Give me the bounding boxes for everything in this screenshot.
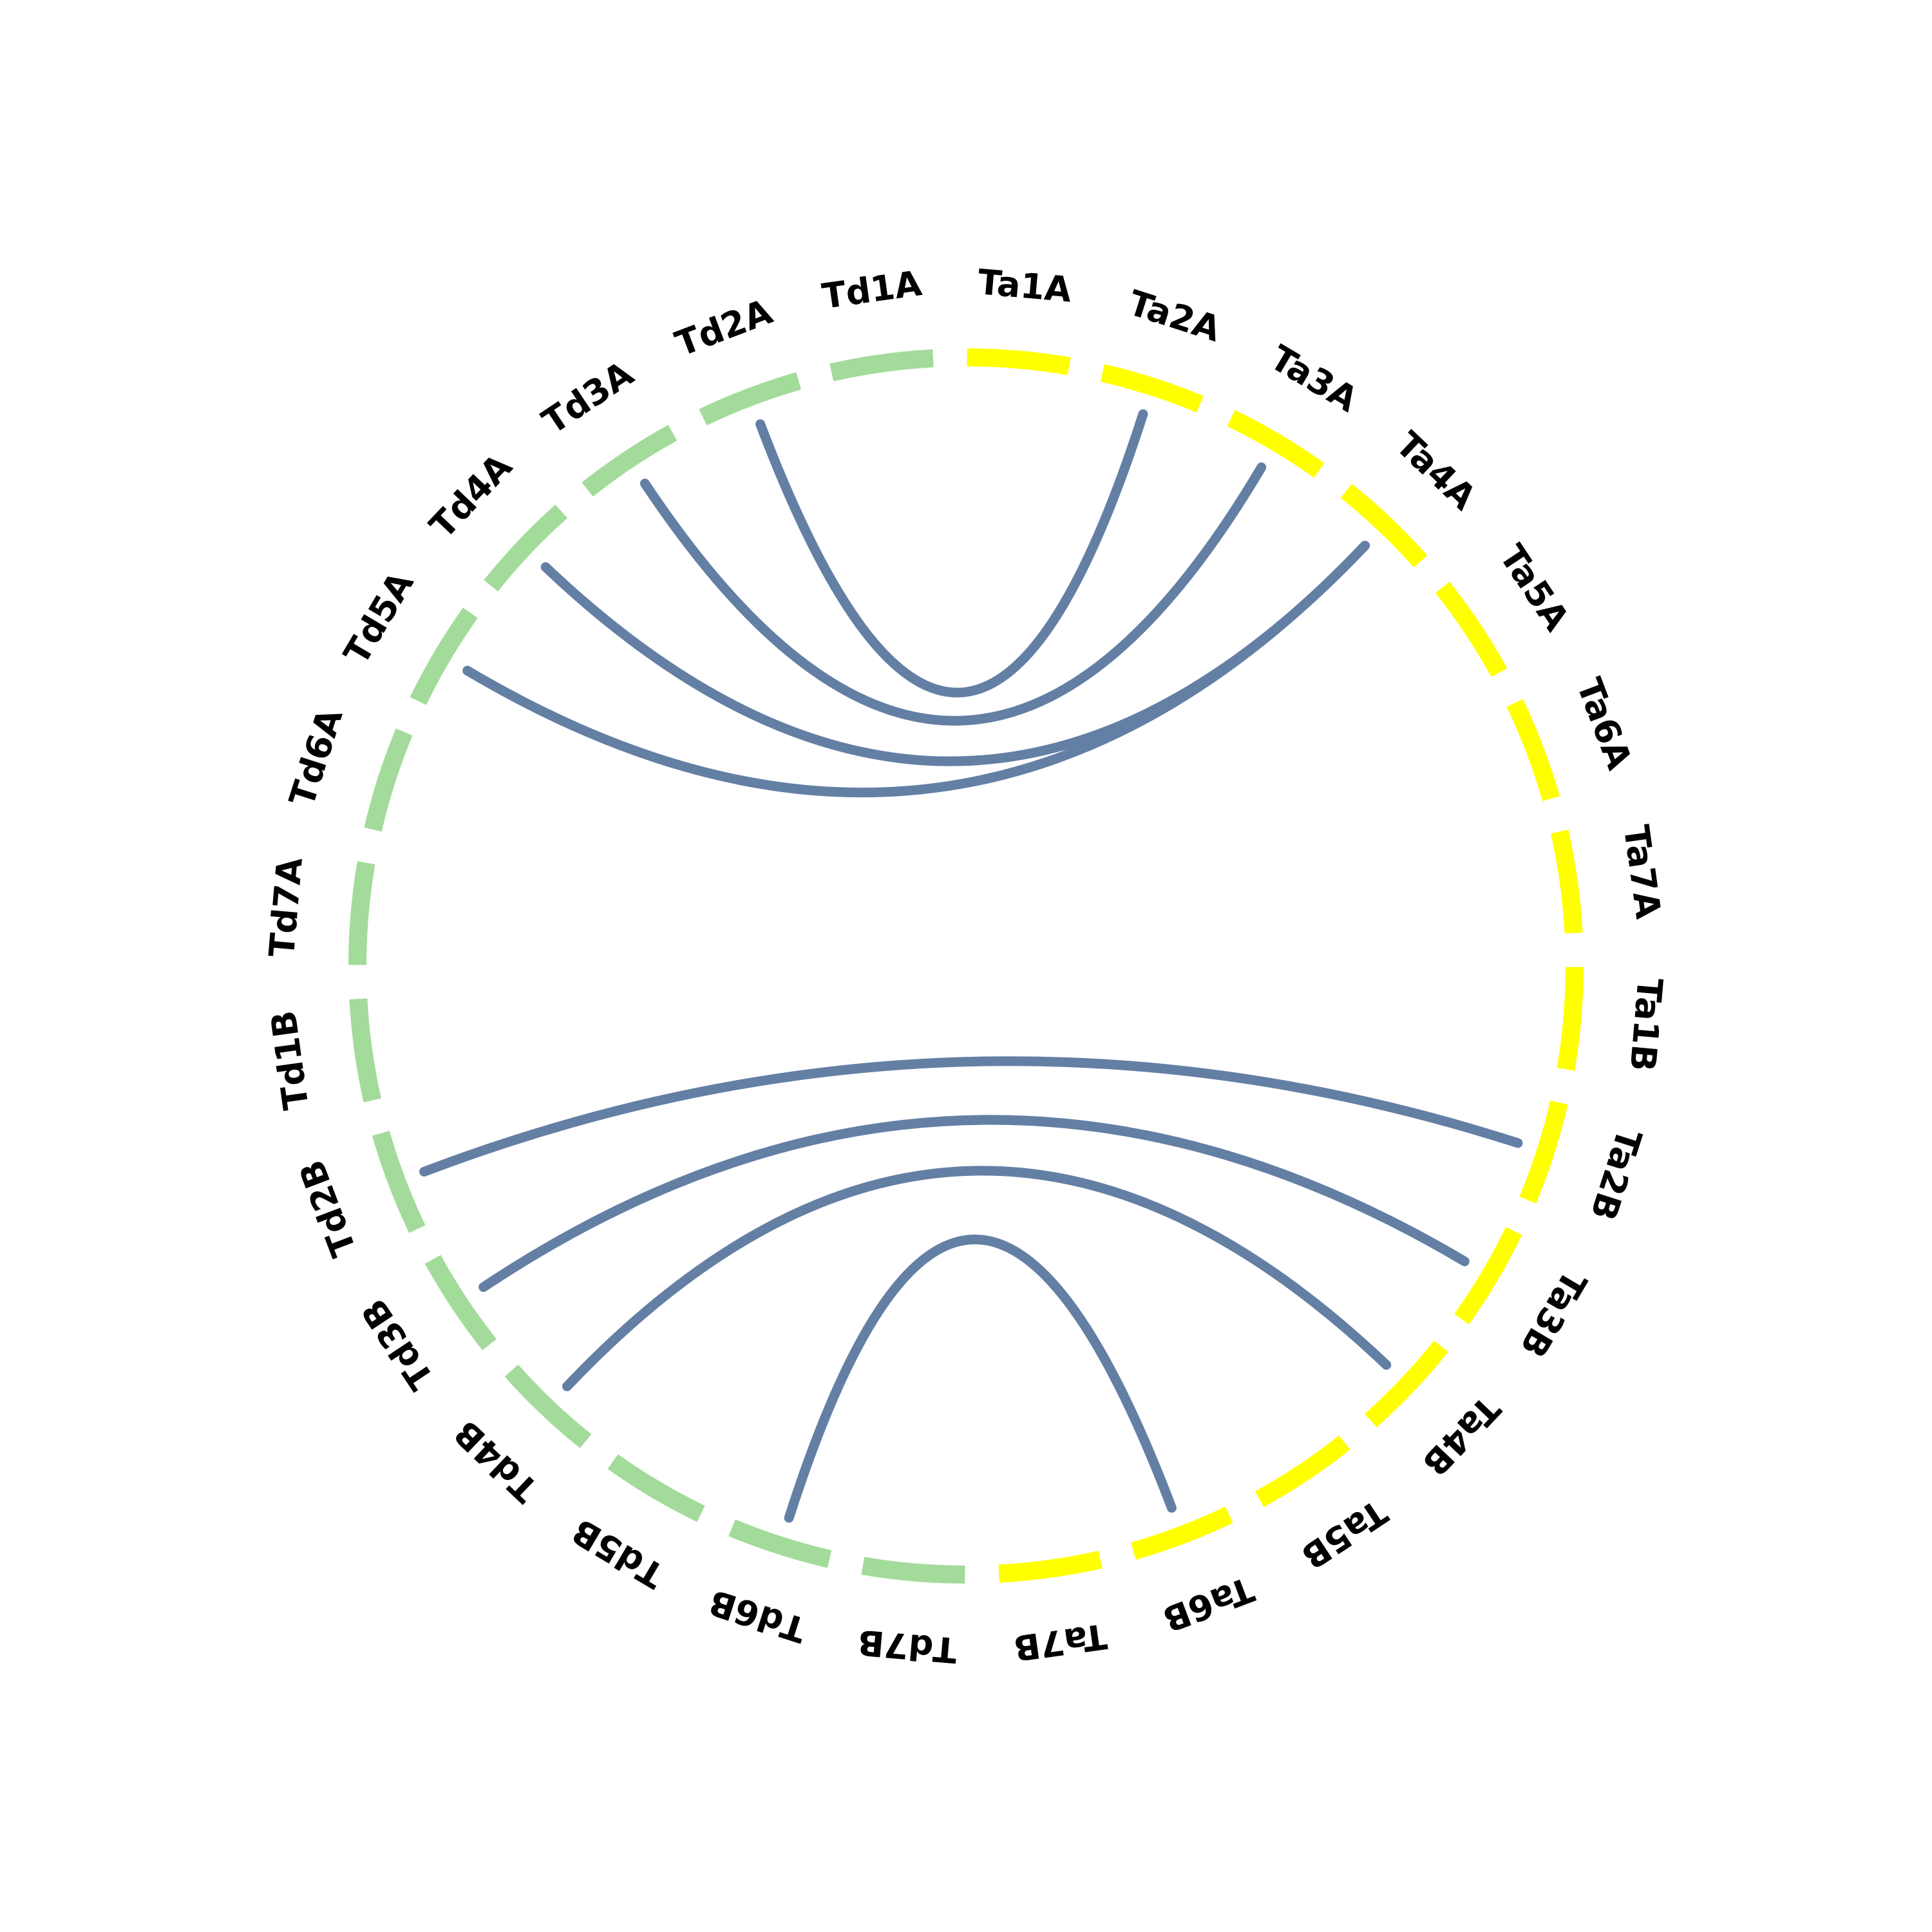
segment-td6a [364, 728, 413, 832]
segment-td2a [699, 372, 802, 426]
label-td2a: Td2A [670, 291, 777, 365]
segment-ta5a [1435, 582, 1508, 677]
label-td4a: Td4A [422, 446, 520, 546]
label-td7b: Td7B [856, 1622, 958, 1671]
label-ta2b: Ta2B [1582, 1124, 1649, 1225]
segment-td3b [424, 1255, 497, 1350]
label-ta1a: Ta1A [976, 261, 1074, 310]
link-td3b-ta3b [478, 1115, 1470, 1293]
link-td3a-ta3a [639, 462, 1267, 726]
segment-ta6a [1506, 699, 1560, 802]
segment-ta7a [1551, 829, 1583, 934]
segment-td1a [829, 349, 934, 381]
label-td4b: Td4B [446, 1412, 546, 1510]
label-ta5b: Ta5B [1294, 1492, 1394, 1577]
label-td7a: Td7A [261, 856, 310, 959]
segment-ta3b [1454, 1227, 1522, 1325]
label-td3a: Td3A [535, 353, 641, 442]
label-ta1b: Ta1B [1622, 976, 1670, 1073]
label-td1b: Td1B [263, 1008, 317, 1112]
label-ta5a: Ta5A [1492, 538, 1577, 638]
segment-td1b [349, 998, 381, 1103]
label-td3b: Td3B [354, 1292, 442, 1397]
segment-ta4a [1340, 484, 1428, 568]
label-td5a: Td5A [336, 565, 421, 672]
segment-td4a [484, 504, 568, 592]
label-ta6b: Ta6B [1157, 1569, 1259, 1640]
segment-ta7b [998, 1551, 1103, 1583]
label-ta3b: Ta3B [1512, 1264, 1595, 1365]
link-td4b-ta4b [562, 1166, 1392, 1392]
label-td1a: Td1A [820, 263, 924, 317]
segment-td5a [410, 607, 478, 705]
segment-ta5b [1255, 1435, 1350, 1508]
label-td6b: Td6B [704, 1582, 811, 1651]
segment-td3a [582, 424, 677, 497]
segment-td7b [861, 1557, 965, 1584]
segment-ta3a [1227, 410, 1325, 478]
segment-ta2a [1100, 364, 1204, 413]
label-ta7a: Ta7A [1616, 822, 1669, 921]
segment-ta1b [1557, 967, 1584, 1071]
label-ta6a: Ta6A [1569, 673, 1640, 775]
segment-td4b [504, 1364, 592, 1448]
label-ta3a: Ta3A [1264, 337, 1365, 421]
segment-ta2b [1519, 1100, 1568, 1204]
segment-td2b [372, 1130, 426, 1233]
segment-ta6b [1130, 1506, 1233, 1560]
segments-layer [348, 348, 1584, 1584]
label-td5b: Td5B [565, 1511, 671, 1596]
links-layer [419, 409, 1523, 1523]
segment-td6b [728, 1519, 832, 1568]
segment-ta1a [967, 348, 1071, 375]
label-ta4b: Ta4B [1414, 1388, 1508, 1484]
label-td6a: Td6A [281, 704, 350, 811]
link-td2a-ta2a [755, 409, 1148, 697]
segment-ta4b [1364, 1340, 1448, 1428]
link-td2b-ta2b [419, 1056, 1523, 1177]
segment-td7a [348, 861, 375, 965]
link-td6b-ta6b [784, 1235, 1177, 1523]
segment-td5b [607, 1454, 705, 1522]
link-td5a-ta4a [462, 540, 1370, 798]
label-td2b: Td2B [291, 1155, 365, 1262]
label-ta4a: Ta4A [1388, 424, 1484, 518]
label-ta7b: Ta7B [1011, 1616, 1109, 1669]
label-ta2a: Ta2A [1124, 282, 1226, 350]
